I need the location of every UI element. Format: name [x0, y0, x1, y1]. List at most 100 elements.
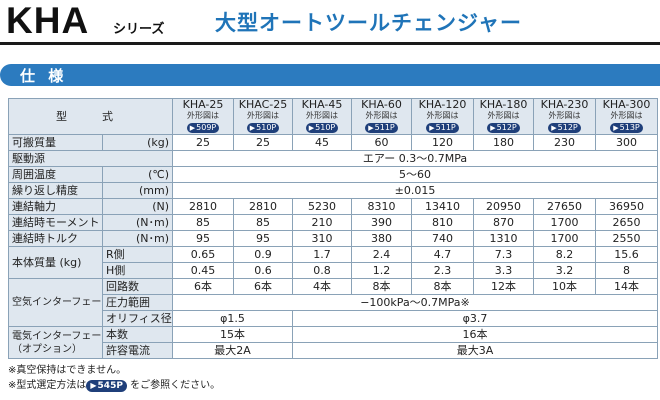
page-title: 大型オートツールチェンジャー [215, 11, 522, 35]
table-cell: 60 [351, 134, 412, 151]
sub-label: 許容電流 [102, 342, 173, 359]
note-selection: ※型式選定方法は545P をご参照ください。 [8, 378, 220, 393]
page-ref-badge[interactable]: 509P [186, 123, 220, 133]
table-cell: 3.2 [533, 262, 596, 279]
table-cell: 0.45 [172, 262, 234, 279]
row-label: 連結軸力 [8, 198, 103, 215]
section-band: 仕 様 [0, 64, 660, 86]
moment-row: 連結時モーメント (N･m) 85 85 210 390 810 870 170… [8, 214, 658, 231]
page-ref-badge[interactable]: 510P [305, 123, 339, 133]
page-ref-badge[interactable]: 512P [548, 123, 581, 133]
table-cell: 8本 [351, 278, 412, 295]
table-cell: 810 [411, 214, 474, 231]
table-cell: 8本 [411, 278, 474, 295]
table-cell: 1310 [473, 230, 534, 247]
page-ref-badge[interactable]: 510P [246, 123, 280, 133]
table-cell: 1700 [533, 230, 596, 247]
table-cell: 2.4 [351, 246, 412, 263]
series-suffix: シリーズ [113, 22, 165, 37]
table-cell: 6本 [172, 278, 234, 295]
row-label: 可搬質量 [8, 134, 103, 151]
table-cell: 85 [233, 214, 293, 231]
row-label-sub: （オプション） [12, 343, 82, 355]
table-cell: 2550 [595, 230, 658, 247]
table-cell: φ3.7 [292, 310, 658, 327]
table-cell: 7.3 [473, 246, 534, 263]
table-cell: 740 [411, 230, 474, 247]
table-cell: 2810 [233, 198, 293, 215]
sub-label: H側 [102, 262, 173, 279]
air-circuits-row: 空気インターフェース 回路数 6本 6本 4本 8本 8本 12本 10本 14… [8, 278, 658, 327]
table-cell: 15.6 [595, 246, 658, 263]
temp-row: 周囲温度 (℃) 5〜60 [8, 166, 658, 183]
model-header-row: 型 式 KHA-25外形図は509P KHAC-25外形図は510P KHA-4… [8, 98, 658, 135]
page-ref-badge[interactable]: 511P [365, 123, 398, 133]
table-cell: 870 [473, 214, 534, 231]
sub-label: R側 [102, 246, 173, 263]
footnotes: ※真空保持はできません。 ※型式選定方法は545P をご参照ください。 [8, 363, 220, 393]
table-cell: 120 [411, 134, 474, 151]
outline-note: 外形図は [365, 111, 398, 120]
table-cell: 85 [172, 214, 234, 231]
table-cell: 0.8 [292, 262, 352, 279]
sub-label: オリフィス径 [102, 310, 173, 327]
table-cell: 8.2 [533, 246, 596, 263]
table-cell: 180 [473, 134, 534, 151]
note-vacuum: ※真空保持はできません。 [8, 365, 127, 376]
air-pressure-row: 圧力範囲 −100kPa〜0.7MPa※ [9, 294, 658, 311]
outline-note: 外形図は [306, 111, 338, 120]
row-unit: (N) [102, 198, 173, 215]
air-orifice-row: オリフィス径 φ1.5 φ3.7 [9, 310, 658, 327]
page-ref-badge[interactable]: 511P [426, 123, 459, 133]
outline-note: 外形図は [426, 111, 459, 120]
table-cell: 2.3 [411, 262, 474, 279]
table-cell: 25 [233, 134, 293, 151]
table-cell: 310 [292, 230, 352, 247]
spec-table: 型 式 KHA-25外形図は509P KHAC-25外形図は510P KHA-4… [8, 98, 658, 359]
table-cell: 最大2A [172, 342, 293, 359]
sub-label: 圧力範囲 [102, 294, 173, 311]
table-cell: 2810 [172, 198, 234, 215]
elec-label: 電気インターフェース （オプション） [8, 326, 103, 359]
page-ref-badge[interactable]: 513P [610, 123, 643, 133]
table-cell: 20950 [473, 198, 534, 215]
row-label: 本体質量 [12, 255, 56, 269]
table-cell: 45 [292, 134, 352, 151]
sub-label: 回路数 [102, 278, 173, 295]
table-cell: 36950 [595, 198, 658, 215]
elec-count-row: 電気インターフェース （オプション） 本数 15本 16本 [8, 326, 658, 359]
axial-row: 連結軸力 (N) 2810 2810 5230 8310 13410 20950… [8, 198, 658, 215]
row-label: 周囲温度 [8, 166, 103, 183]
table-cell: 6本 [233, 278, 293, 295]
table-cell: 390 [351, 214, 412, 231]
row-unit: (kg) [59, 255, 82, 269]
table-cell: 15本 [172, 326, 293, 343]
mass-r-row: 本体質量 (kg) R側 0.65 0.9 1.7 2.4 4.7 7.3 8.… [8, 246, 658, 279]
row-label: 空気インターフェース [8, 278, 103, 327]
outline-note: 外形図は [610, 111, 643, 120]
table-cell: 10本 [533, 278, 596, 295]
table-cell: 2650 [595, 214, 658, 231]
elec-current-row: 許容電流 最大2A 最大3A [9, 342, 658, 359]
row-label: 繰り返し精度 [8, 182, 103, 199]
table-cell: 12本 [473, 278, 534, 295]
note-selection-post: をご参照ください。 [130, 380, 221, 391]
row-unit: (mm) [102, 182, 173, 199]
outline-note: 外形図は [487, 111, 520, 120]
page-ref-badge[interactable]: 545P [86, 380, 127, 392]
table-cell: 14本 [595, 278, 658, 295]
row-label: 連結時トルク [8, 230, 103, 247]
series-code: KHA [6, 0, 90, 41]
model-name: KHA-180 [479, 98, 528, 111]
model-name: KHA-300 [602, 98, 651, 111]
table-cell: 13410 [411, 198, 474, 215]
page-ref-badge[interactable]: 512P [487, 123, 520, 133]
section-title: 仕 様 [20, 67, 68, 85]
table-cell: φ1.5 [172, 310, 293, 327]
drive-row: 駆動源 エアー 0.3〜0.7MPa [8, 150, 658, 167]
table-cell: 0.65 [172, 246, 234, 263]
